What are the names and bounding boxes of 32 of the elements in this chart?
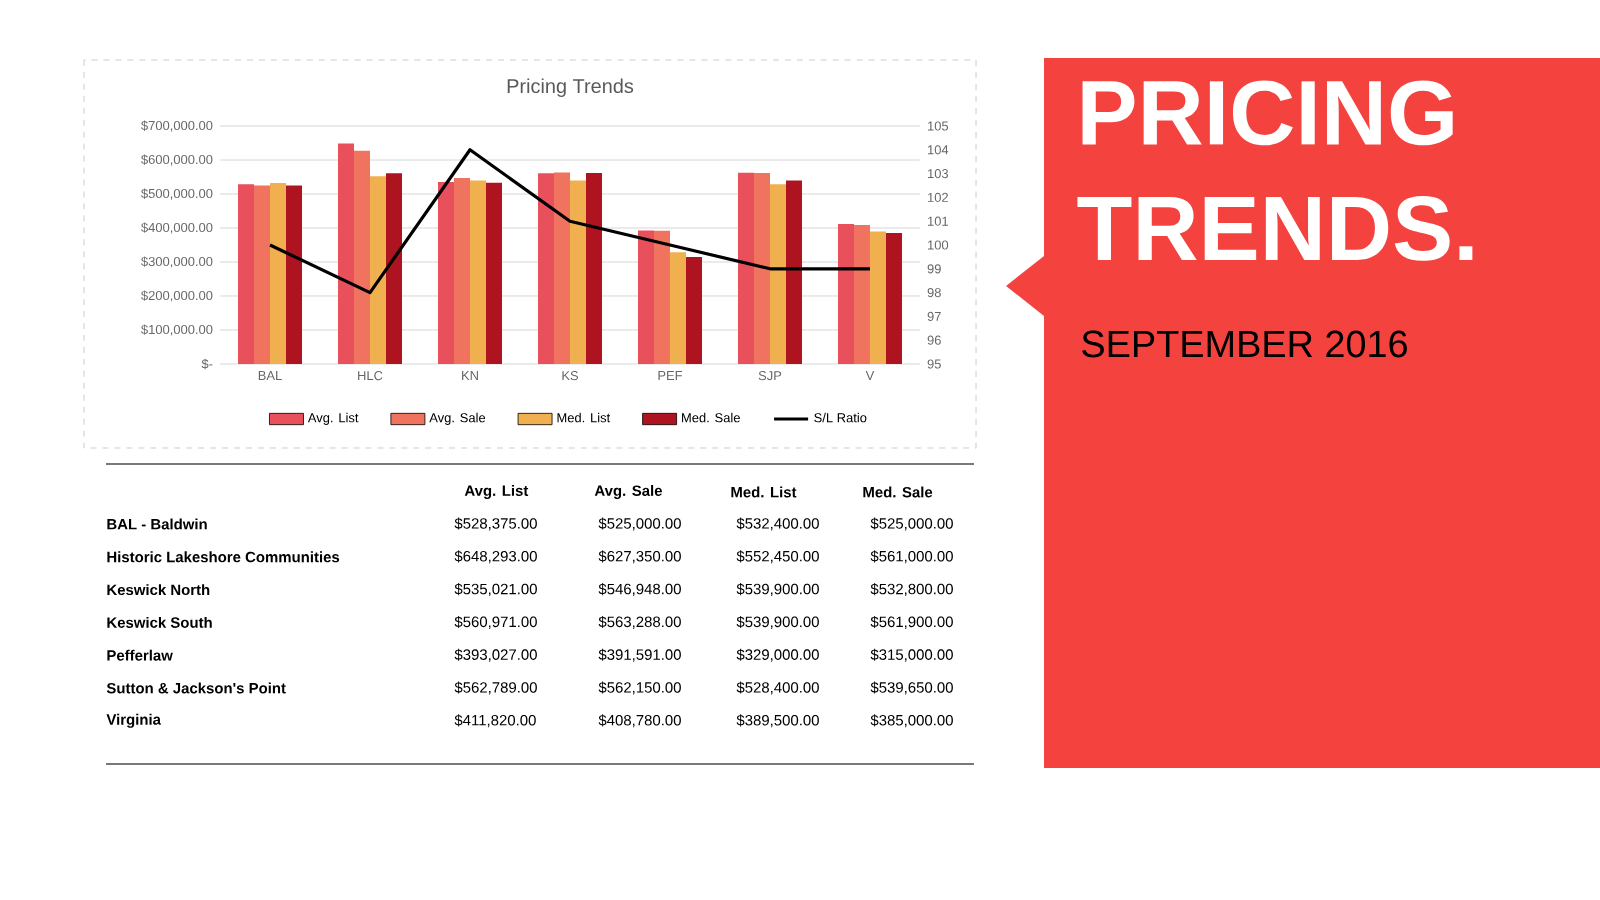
bar xyxy=(386,173,402,364)
bar xyxy=(869,231,886,364)
bar xyxy=(837,223,854,364)
text: PRICING TRENDS. xyxy=(1077,80,1473,261)
bar xyxy=(270,182,286,364)
bar xyxy=(254,185,270,364)
bar xyxy=(753,172,770,364)
bar xyxy=(370,176,386,364)
line-series xyxy=(268,148,872,295)
bar xyxy=(785,180,802,364)
bar xyxy=(470,180,486,364)
bar xyxy=(885,233,902,364)
bar xyxy=(853,225,870,364)
bar xyxy=(653,230,670,364)
bar xyxy=(454,178,470,364)
bar xyxy=(737,172,754,364)
bar xyxy=(338,143,354,364)
bar xyxy=(586,172,602,364)
bar xyxy=(685,256,702,364)
bar xyxy=(354,150,370,364)
bar xyxy=(538,173,554,364)
bar xyxy=(286,185,302,364)
bar xyxy=(554,172,570,364)
bar xyxy=(769,184,786,364)
bar xyxy=(438,182,454,364)
bar xyxy=(238,184,254,364)
bar xyxy=(669,252,686,364)
text: SEPTEMBER 2016 xyxy=(1082,330,1407,358)
chart-title: Pricing Trends xyxy=(507,78,634,97)
bar xyxy=(486,182,502,364)
bar xyxy=(637,230,654,364)
bar xyxy=(570,180,586,364)
